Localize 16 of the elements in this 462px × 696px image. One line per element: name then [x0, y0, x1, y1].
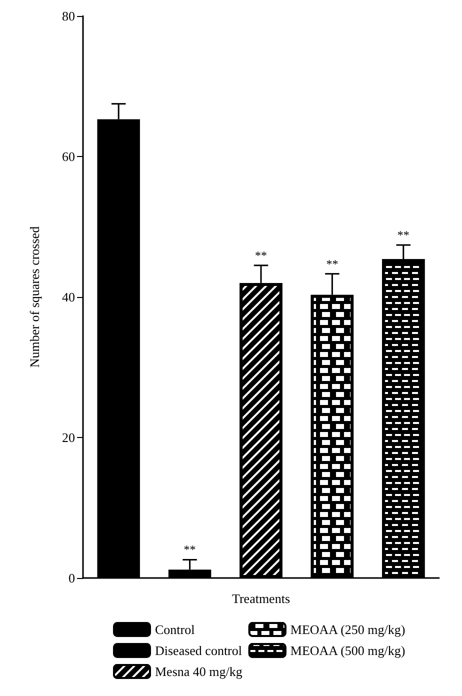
legend-label: Control — [155, 622, 196, 637]
legend-label: MEOAA (250 mg/kg) — [290, 622, 406, 637]
y-axis-title: Number of squares crossed — [27, 226, 42, 368]
data-label: ** — [184, 542, 196, 557]
y-tick-label: 60 — [62, 149, 75, 164]
y-tick-label: 20 — [62, 430, 75, 445]
data-label: ** — [397, 228, 410, 242]
y-tick-label: 40 — [62, 290, 75, 304]
legend-label: Diseased control — [155, 643, 242, 658]
x-axis-title: Treatments — [232, 591, 290, 606]
y-tick-label: 80 — [62, 8, 75, 24]
data-label: ** — [255, 248, 267, 262]
data-label: ** — [326, 256, 338, 271]
legend-label: Mesna 40 mg/kg — [155, 664, 243, 679]
y-tick-label: 0 — [68, 570, 75, 586]
legend-label: MEOAA (500 mg/kg) — [290, 643, 406, 658]
